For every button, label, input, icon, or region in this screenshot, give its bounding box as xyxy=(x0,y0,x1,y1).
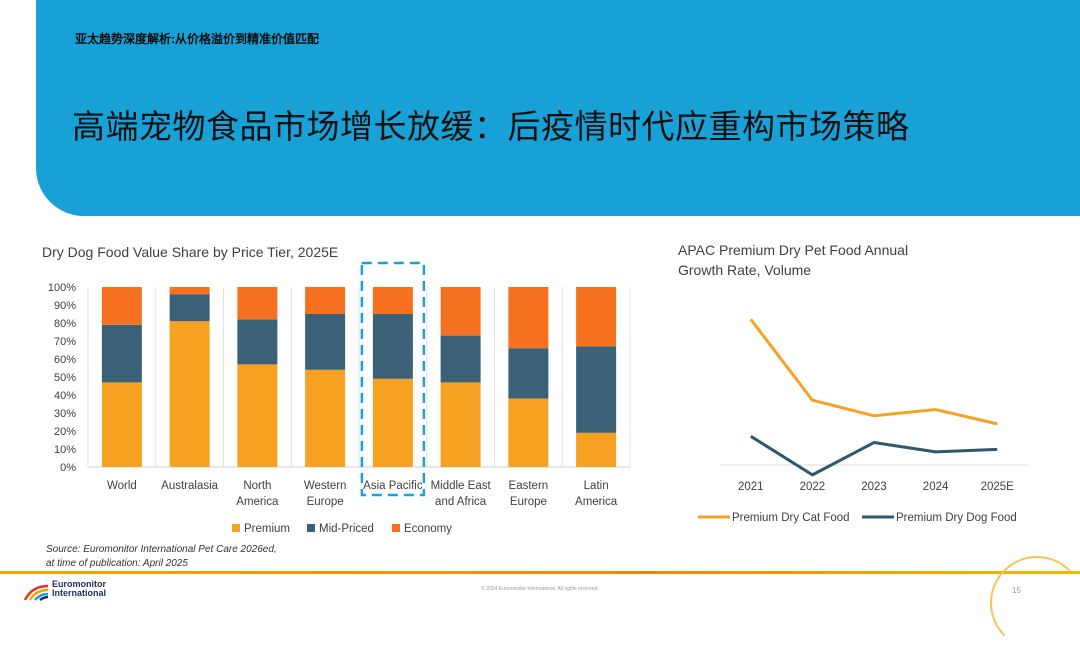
y-tick-label: 80% xyxy=(54,318,76,330)
legend-swatch xyxy=(232,524,240,532)
y-tick-label: 50% xyxy=(54,372,76,384)
series-line-premium-dry-dog-food xyxy=(750,435,998,477)
bar-segment-economy xyxy=(372,287,413,314)
bar-segment-economy xyxy=(576,287,617,347)
bar-chart-title: Dry Dog Food Value Share by Price Tier, … xyxy=(42,244,339,260)
y-tick-label: 100% xyxy=(48,282,76,294)
bar-segment-economy xyxy=(237,287,278,320)
legend-label: Premium Dry Cat Food xyxy=(732,512,850,524)
x-category-label: Middle East xyxy=(431,480,492,492)
bar-segment-premium xyxy=(508,398,549,467)
x-category-label: America xyxy=(236,496,279,508)
legend-label: Premium xyxy=(244,523,290,535)
bar-segment-premium xyxy=(305,369,346,467)
bar-segment-economy xyxy=(169,287,210,295)
bar-segment-mid-priced xyxy=(372,314,413,379)
x-category-label: Australasia xyxy=(161,480,218,492)
x-tick-label: 2025E xyxy=(981,481,1015,493)
bar-segment-mid-priced xyxy=(101,324,142,383)
highlight-box xyxy=(360,261,426,497)
bar-segment-mid-priced xyxy=(576,346,617,433)
bar-segment-premium xyxy=(101,382,142,467)
corner-decoration xyxy=(990,556,1080,650)
source-line-2: at time of publication: April 2025 xyxy=(46,558,188,569)
x-category-label: Europe xyxy=(510,496,547,508)
x-category-label: Eastern xyxy=(509,480,549,492)
line-chart-title-line2: Growth Rate, Volume xyxy=(678,262,812,278)
source-note: Source: Euromonitor International Pet Ca… xyxy=(46,543,277,571)
y-tick-label: 20% xyxy=(54,426,76,438)
x-category-label: Western xyxy=(304,480,347,492)
x-tick-label: 2022 xyxy=(800,481,826,493)
bar-segment-economy xyxy=(101,287,142,325)
logo-line-1: Euromonitor xyxy=(52,579,106,589)
line-chart: 2021 2022 2023 2024 2025E Premium Dry Cat Foo… xyxy=(698,318,1028,524)
bar-segment-premium xyxy=(169,321,210,467)
x-category-label: Asia Pacific xyxy=(363,480,423,492)
bar-segment-economy xyxy=(440,287,481,336)
legend-label: Mid-Priced xyxy=(319,523,374,535)
bar-segment-premium xyxy=(237,364,278,467)
x-tick-label: 2023 xyxy=(861,481,887,493)
y-tick-label: 0% xyxy=(60,462,76,474)
legend-swatch xyxy=(392,524,400,532)
source-line-1: Source: Euromonitor International Pet Ca… xyxy=(46,544,277,555)
legend-label: Premium Dry Dog Food xyxy=(896,512,1017,524)
logo-line-2: International xyxy=(52,588,107,598)
bar-segment-mid-priced xyxy=(440,335,481,383)
bar-segment-mid-priced xyxy=(169,294,210,322)
bar-segment-mid-priced xyxy=(237,319,278,365)
bar-segment-economy xyxy=(305,287,346,314)
x-category-label: America xyxy=(575,496,618,508)
bar-chart: 0% 10% 20% 30% 40% 50% 60% 70% 80% 90% 100% World Au… xyxy=(48,261,631,535)
slide-title: 高端宠物食品市场增长放缓：后疫情时代应重构市场策略 xyxy=(72,108,910,145)
footer-divider xyxy=(0,571,1080,574)
bar-segment-premium xyxy=(440,382,481,467)
page-number: 15 xyxy=(1012,586,1021,595)
bar-segment-premium xyxy=(372,378,413,467)
line-chart-title: APAC Premium Dry Pet Food Annual Growth … xyxy=(678,240,908,280)
y-tick-label: 30% xyxy=(54,408,76,420)
bar-segment-economy xyxy=(508,287,549,349)
x-category-label: World xyxy=(107,480,137,492)
legend-label: Economy xyxy=(404,523,452,535)
bar-segment-mid-priced xyxy=(508,348,549,399)
y-tick-label: 90% xyxy=(54,300,76,312)
euromonitor-logo-icon xyxy=(23,584,49,602)
copyright-text: © 2024 Euromonitor International. All ri… xyxy=(481,586,599,592)
header-kicker: 亚太趋势深度解析:从价格溢价到精准价值匹配 xyxy=(75,32,319,46)
line-chart-title-line1: APAC Premium Dry Pet Food Annual xyxy=(678,242,909,258)
bar-segment-premium xyxy=(576,432,617,467)
y-tick-label: 10% xyxy=(54,444,76,456)
y-tick-label: 60% xyxy=(54,354,76,366)
x-tick-label: 2021 xyxy=(738,481,764,493)
bar-segment-mid-priced xyxy=(305,314,346,370)
series-line-premium-dry-cat-food xyxy=(749,318,998,426)
x-category-label: Latin xyxy=(584,480,609,492)
logo-text: Euromonitor International xyxy=(52,580,106,598)
x-category-label: Europe xyxy=(307,496,344,508)
legend-swatch xyxy=(307,524,315,532)
header-banner xyxy=(36,0,1080,216)
y-tick-label: 70% xyxy=(54,336,76,348)
x-category-label: North xyxy=(243,480,271,492)
x-tick-label: 2024 xyxy=(923,481,949,493)
y-tick-label: 40% xyxy=(54,390,76,402)
x-category-label: and Africa xyxy=(435,496,487,508)
